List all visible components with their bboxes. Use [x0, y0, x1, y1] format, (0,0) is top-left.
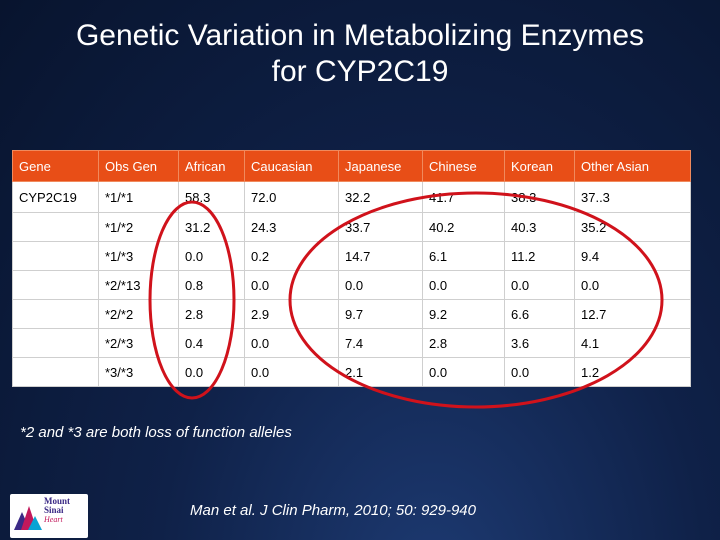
header-gene: Gene [12, 150, 99, 182]
cell-african: 31.2 [178, 212, 245, 242]
cell-chinese: 6.1 [422, 241, 505, 271]
cell-other-asian: 4.1 [574, 328, 691, 358]
cell-japanese: 0.0 [338, 270, 423, 300]
table-row: *2/*13 0.8 0.0 0.0 0.0 0.0 0.0 [12, 270, 691, 300]
cell-genotype: *1/*3 [98, 241, 179, 271]
cell-caucasian: 0.2 [244, 241, 339, 271]
cell-genotype: *2/*3 [98, 328, 179, 358]
cell-gene: CYP2C19 [12, 181, 99, 213]
citation: Man et al. J Clin Pharm, 2010; 50: 929-9… [190, 502, 476, 519]
cell-african: 2.8 [178, 299, 245, 329]
cell-african: 0.0 [178, 357, 245, 387]
cell-chinese: 2.8 [422, 328, 505, 358]
title-line-1: Genetic Variation in Metabolizing Enzyme… [75, 19, 645, 52]
cell-caucasian: 0.0 [244, 357, 339, 387]
table-row: CYP2C19 *1/*1 58.3 72.0 32.2 41.7 38.3 3… [12, 181, 691, 213]
cell-gene [12, 328, 99, 358]
cell-other-asian: 12.7 [574, 299, 691, 329]
cell-african: 0.4 [178, 328, 245, 358]
header-other-asian: Other Asian [574, 150, 691, 182]
logo-wordmark: Mount Sinai Heart [44, 496, 71, 525]
cell-gene [12, 270, 99, 300]
cell-korean: 38.3 [504, 181, 575, 213]
cell-japanese: 7.4 [338, 328, 423, 358]
cell-caucasian: 24.3 [244, 212, 339, 242]
cell-african: 0.8 [178, 270, 245, 300]
cell-other-asian: 9.4 [574, 241, 691, 271]
cell-korean: 0.0 [504, 270, 575, 300]
cell-chinese: 41.7 [422, 181, 505, 213]
cell-chinese: 40.2 [422, 212, 505, 242]
cell-genotype: *1/*1 [98, 181, 179, 213]
mount-sinai-logo: Mount Sinai Heart [10, 494, 88, 538]
cell-other-asian: 37..3 [574, 181, 691, 213]
cell-other-asian: 1.2 [574, 357, 691, 387]
cell-gene [12, 212, 99, 242]
header-japanese: Japanese [338, 150, 423, 182]
slide-title: Genetic Variation in Metabolizing Enzyme… [0, 18, 720, 90]
mountain-logo-icon [14, 506, 42, 530]
genotype-frequency-table: Gene Obs Gen African Caucasian Japanese … [12, 150, 691, 387]
title-line-2: for CYP2C19 [271, 55, 449, 88]
cell-other-asian: 35.2 [574, 212, 691, 242]
cell-gene [12, 357, 99, 387]
cell-japanese: 32.2 [338, 181, 423, 213]
cell-caucasian: 0.0 [244, 328, 339, 358]
cell-gene [12, 241, 99, 271]
cell-caucasian: 72.0 [244, 181, 339, 213]
cell-caucasian: 2.9 [244, 299, 339, 329]
logo-line-2: Sinai [44, 505, 64, 515]
cell-genotype: *2/*2 [98, 299, 179, 329]
cell-genotype: *3/*3 [98, 357, 179, 387]
logo-line-3: Heart [44, 515, 63, 524]
cell-korean: 6.6 [504, 299, 575, 329]
logo-line-1: Mount [44, 496, 71, 506]
cell-chinese: 0.0 [422, 357, 505, 387]
table-header-row: Gene Obs Gen African Caucasian Japanese … [12, 150, 691, 182]
cell-japanese: 9.7 [338, 299, 423, 329]
table-row: *2/*2 2.8 2.9 9.7 9.2 6.6 12.7 [12, 299, 691, 329]
cell-japanese: 14.7 [338, 241, 423, 271]
header-chinese: Chinese [422, 150, 505, 182]
table-row: *1/*3 0.0 0.2 14.7 6.1 11.2 9.4 [12, 241, 691, 271]
cell-chinese: 9.2 [422, 299, 505, 329]
cell-caucasian: 0.0 [244, 270, 339, 300]
cell-chinese: 0.0 [422, 270, 505, 300]
cell-gene [12, 299, 99, 329]
cell-african: 58.3 [178, 181, 245, 213]
cell-other-asian: 0.0 [574, 270, 691, 300]
table-row: *1/*2 31.2 24.3 33.7 40.2 40.3 35.2 [12, 212, 691, 242]
cell-genotype: *1/*2 [98, 212, 179, 242]
table-row: *2/*3 0.4 0.0 7.4 2.8 3.6 4.1 [12, 328, 691, 358]
cell-japanese: 2.1 [338, 357, 423, 387]
cell-japanese: 33.7 [338, 212, 423, 242]
header-african: African [178, 150, 245, 182]
header-obs-gen: Obs Gen [98, 150, 179, 182]
cell-african: 0.0 [178, 241, 245, 271]
header-caucasian: Caucasian [244, 150, 339, 182]
cell-korean: 40.3 [504, 212, 575, 242]
cell-korean: 0.0 [504, 357, 575, 387]
cell-korean: 3.6 [504, 328, 575, 358]
table-row: *3/*3 0.0 0.0 2.1 0.0 0.0 1.2 [12, 357, 691, 387]
cell-genotype: *2/*13 [98, 270, 179, 300]
cell-korean: 11.2 [504, 241, 575, 271]
header-korean: Korean [504, 150, 575, 182]
footnote: *2 and *3 are both loss of function alle… [20, 424, 292, 441]
